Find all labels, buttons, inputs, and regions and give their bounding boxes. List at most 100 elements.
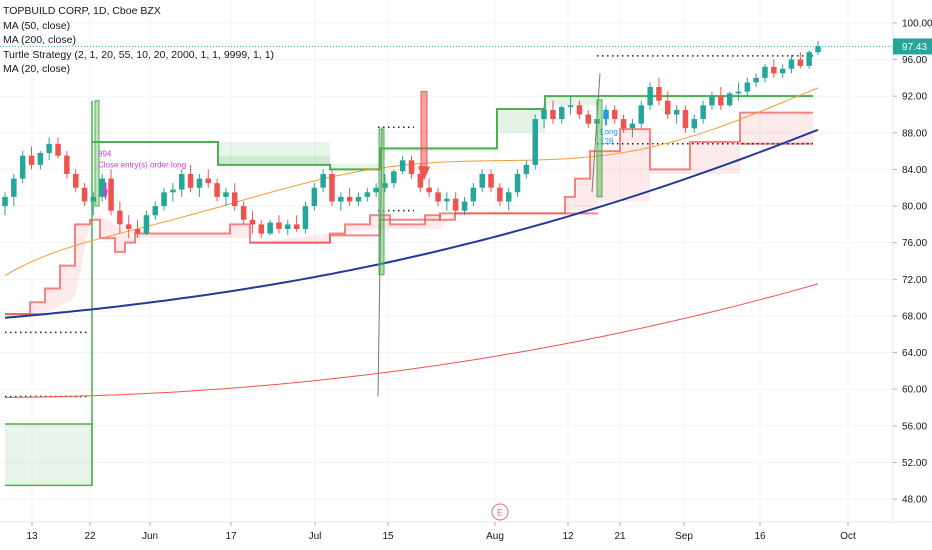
long-number: 128 [600,137,614,146]
time-tick-label: Jul [309,531,322,542]
exit-signal-bar [420,91,428,168]
candle-body [452,198,459,211]
price-tick-label: 64.00 [902,348,927,359]
candle-body [240,206,247,220]
candle-body [523,164,530,174]
candle-body [2,196,8,207]
candle-body [373,187,379,193]
candle-body [90,196,97,202]
candle-body [170,189,176,193]
long-label: Long [600,128,618,137]
candle-body [797,59,804,66]
exit-arrow [418,166,430,181]
candle-body [656,87,662,101]
ma50-line [4,128,819,319]
candle-body [514,174,521,193]
time-tick-label: 13 [26,531,38,542]
candle-body [497,187,503,202]
price-tick-label: 92.00 [902,92,927,103]
candle-body [585,114,591,124]
legend-symbol[interactable]: TOPBUILD CORP, 1D, Cboe BZX [3,5,161,17]
candle-body [108,178,114,211]
candle-body [346,196,353,202]
candle-body [399,160,406,172]
time-tick-label: Aug [486,531,504,542]
legend-ma50[interactable]: MA (50, close) [3,19,71,32]
candle-body [46,143,52,153]
time-tick-label: Jun [142,531,158,542]
candle-body [99,178,105,197]
turtle-stop-line [5,111,813,316]
time-tick-label: 15 [382,531,394,542]
price-tick-label: 76.00 [902,238,927,249]
price-tick-label: 100.00 [902,18,932,29]
candle-body [682,109,689,129]
candle-body [64,155,70,174]
candle-body [744,82,751,92]
price-tick-label: 84.00 [902,165,927,176]
candle-body [391,171,397,184]
candle-body [673,109,680,115]
candle-body [576,105,583,115]
time-tick-label: 17 [225,531,237,542]
candle-body [488,174,494,188]
candle-body [55,143,61,156]
candle-body [700,105,706,119]
price-tick-label: 60.00 [902,385,927,396]
close-order-label: Close entry(s) order long [98,161,186,170]
chart-legend: TOPBUILD CORP, 1D, Cboe BZX MA (50, clos… [3,4,274,77]
price-tick-label: 56.00 [902,421,927,432]
candle-body [320,174,326,188]
candle-body [117,210,123,225]
candle-body [417,174,424,188]
candle-body [19,155,26,179]
candle-body [506,192,512,202]
close-order-number: 894 [98,150,112,159]
time-tick-label: 12 [562,531,574,542]
candle-body [629,123,636,129]
price-tick-label: 52.00 [902,458,927,469]
candle-body [232,192,238,206]
legend-turtle[interactable]: Turtle Strategy (2, 1, 20, 55, 10, 20, 2… [3,48,275,61]
candle-body [532,119,538,165]
candle-body [293,224,300,229]
turtle-channel-block [218,141,330,165]
last-price-box [893,38,932,55]
price-axis[interactable]: 48.00 52.00 56.00 60.00 64.00 68.00 72.00 76.00… [892,0,932,522]
candle-body [285,224,291,229]
legend-ma20[interactable]: MA (20, close) [3,63,71,76]
candle-body [815,46,821,53]
candle-body [718,96,724,106]
trade-connector [591,73,601,193]
candle-body [187,174,194,188]
candle-body [665,100,671,115]
last-price-value: 97.43 [902,42,927,53]
price-tick-label: 68.00 [902,311,927,322]
time-tick-label: Sep [675,531,693,542]
candle-body [134,228,141,234]
candle-body [806,52,812,66]
candle-body [179,174,185,190]
candle-body [779,68,786,74]
price-tick-label: 96.00 [902,55,927,66]
candle-body [470,187,477,202]
price-tick-label: 80.00 [902,202,927,213]
price-tick-label: 88.00 [902,128,927,139]
candle-body [735,91,742,94]
price-tick-label: 48.00 [902,495,927,506]
candle-body [426,187,432,193]
candle-body [81,187,88,202]
turtle-long-zone [5,424,92,486]
time-axis[interactable]: 13 22 Jun 17 Jul 15 Aug 12 21 Sep 16 Oct [0,521,932,542]
legend-ma200[interactable]: MA (200, close) [3,34,76,47]
candle-body [444,198,450,202]
time-tick-label: 21 [614,531,626,542]
time-tick-label: 22 [84,531,96,542]
time-tick-label: 16 [754,531,766,542]
candle-body [152,206,158,216]
candle-body [276,222,282,229]
candle-body [364,192,371,197]
earnings-label: E [497,508,503,518]
